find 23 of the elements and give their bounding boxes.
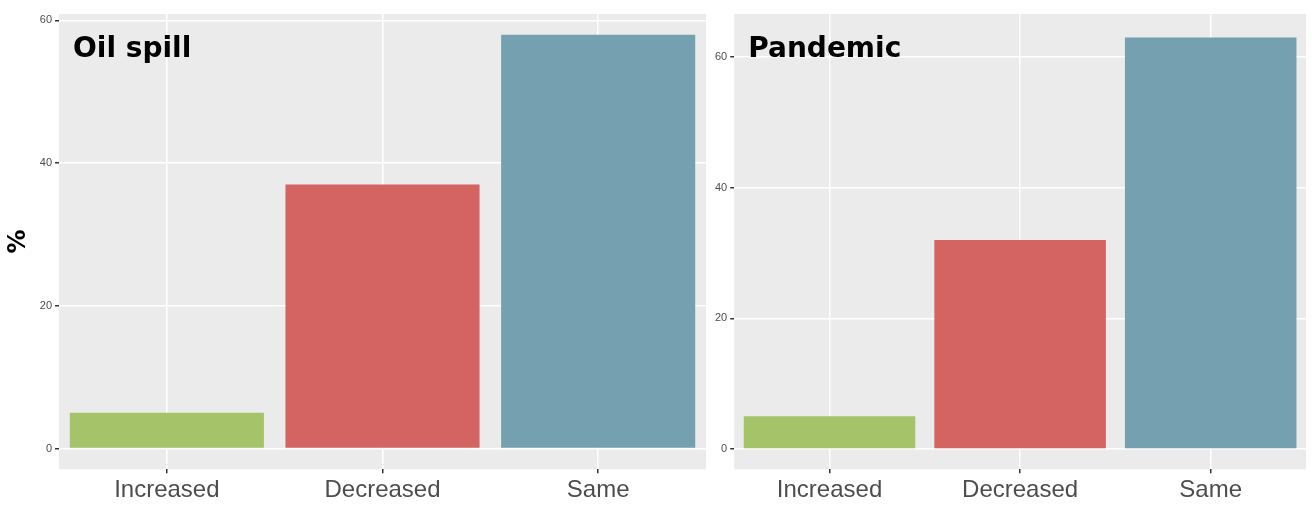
y-tick-label: 20 bbox=[714, 311, 728, 324]
bar bbox=[934, 239, 1106, 449]
text: Pandemic bbox=[748, 31, 902, 65]
y-tick-label: 20 bbox=[39, 298, 53, 311]
bar bbox=[1124, 37, 1297, 449]
y-tick-label: 40 bbox=[714, 180, 728, 193]
y-tick-label: 60 bbox=[39, 13, 53, 26]
text: Oil spill bbox=[73, 31, 192, 65]
x-tick-label: Same bbox=[566, 475, 630, 503]
y-tick-label: 0 bbox=[45, 441, 53, 454]
bar bbox=[743, 416, 916, 449]
y-axis-title: % bbox=[2, 229, 31, 254]
bar bbox=[285, 184, 480, 448]
bar bbox=[501, 34, 696, 448]
bar bbox=[69, 412, 264, 448]
y-tick-label: 60 bbox=[714, 50, 728, 63]
x-tick-label: Decreased bbox=[324, 475, 441, 503]
x-tick-label: Increased bbox=[114, 475, 220, 503]
y-tick-label: 0 bbox=[721, 441, 728, 454]
x-tick-label: Increased bbox=[776, 475, 883, 503]
x-tick-label: Same bbox=[1179, 475, 1243, 503]
x-tick-label: Decreased bbox=[962, 475, 1079, 503]
y-tick-label: 40 bbox=[39, 156, 53, 169]
